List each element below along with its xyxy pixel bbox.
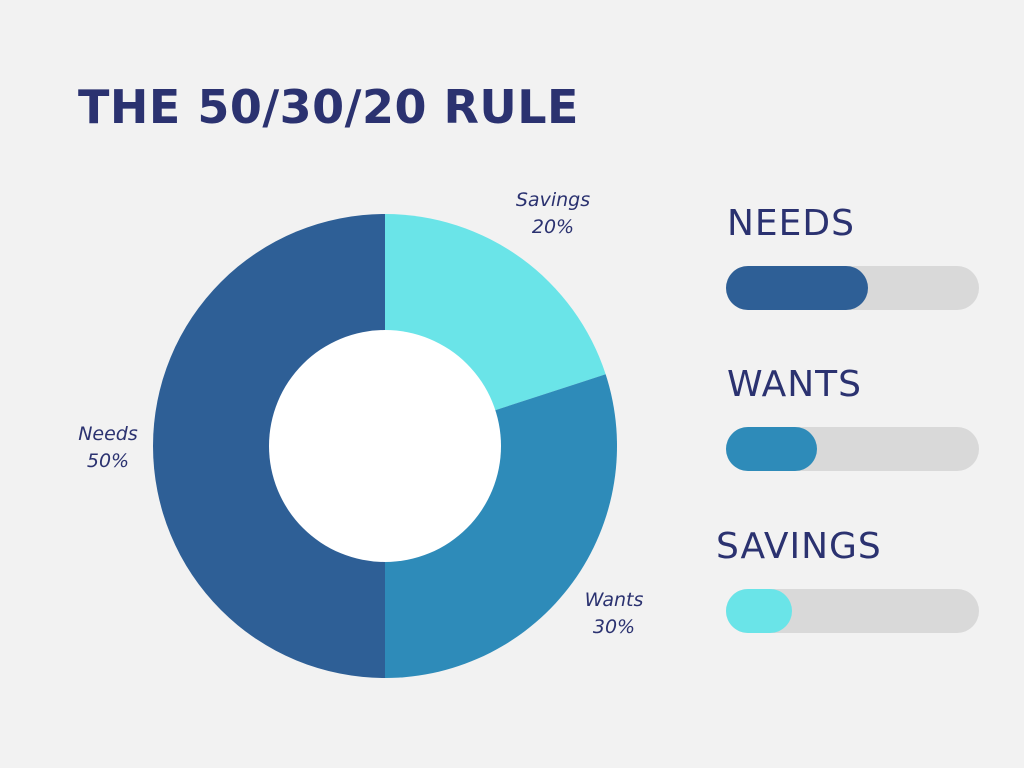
slice-percent-needs: 50% xyxy=(87,450,129,472)
slice-percent-wants: 30% xyxy=(593,616,635,638)
slice-label-wants: Wants 30% xyxy=(585,589,644,638)
page-title: THE 50/30/20 RULE xyxy=(78,80,579,134)
slice-percent-savings: 20% xyxy=(532,216,574,238)
slice-label-savings: Savings 20% xyxy=(516,189,590,238)
slice-name-wants: Wants xyxy=(585,589,644,611)
slice-name-savings: Savings xyxy=(516,189,590,211)
slice-name-needs: Needs xyxy=(78,423,138,445)
donut-hole xyxy=(269,330,501,562)
slice-label-needs: Needs 50% xyxy=(78,423,138,472)
